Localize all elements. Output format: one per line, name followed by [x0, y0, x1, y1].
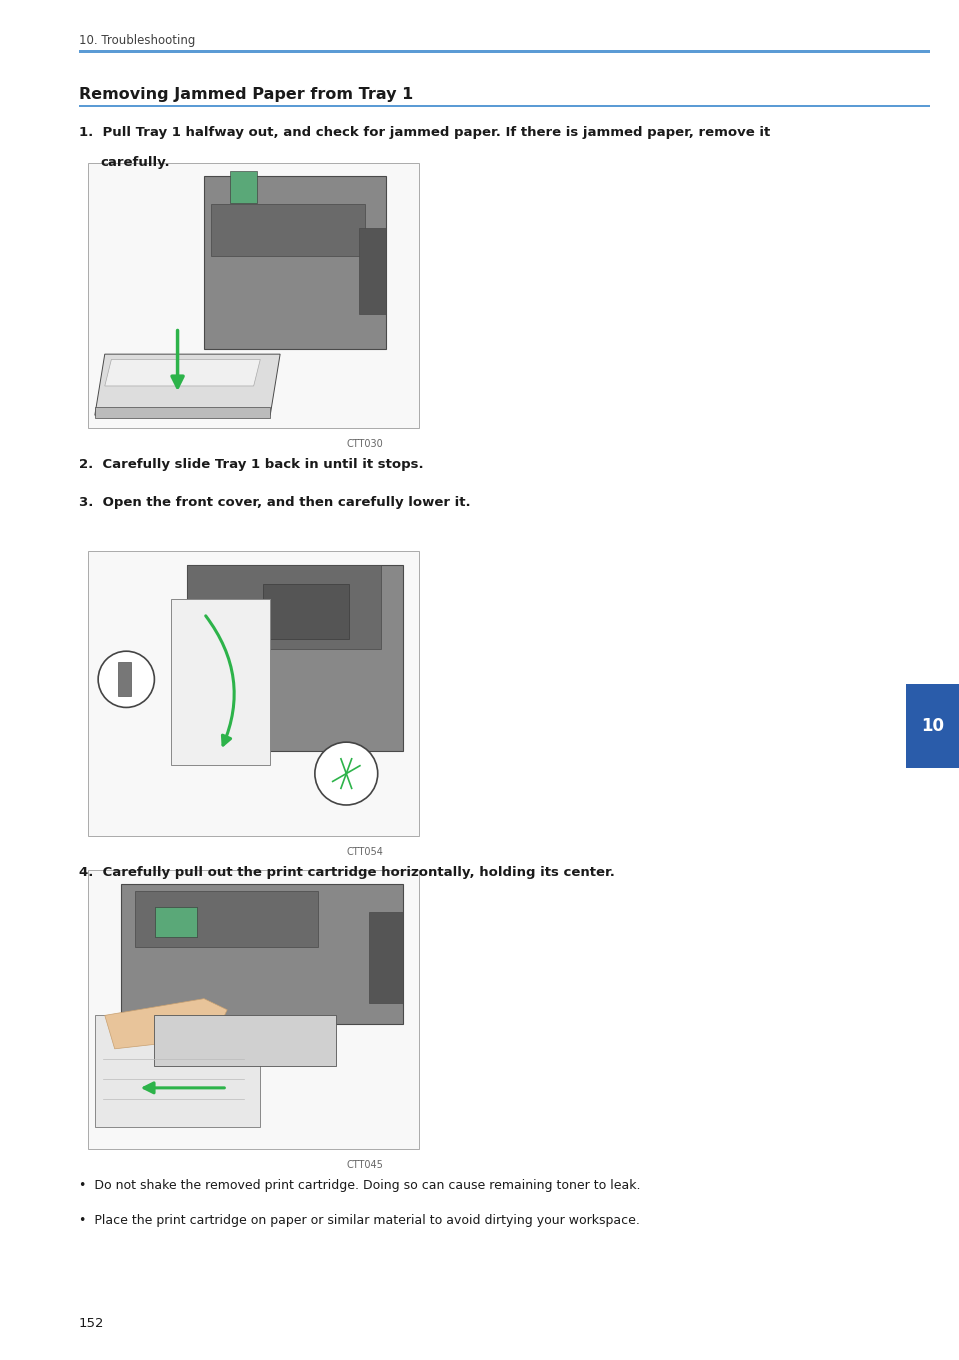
Text: CTT045: CTT045: [346, 1160, 384, 1170]
Text: 10. Troubleshooting: 10. Troubleshooting: [79, 34, 195, 48]
Bar: [906, 684, 959, 768]
Bar: [204, 177, 386, 348]
Text: 4.  Carefully pull out the print cartridge horizontally, holding its center.: 4. Carefully pull out the print cartridg…: [79, 866, 615, 880]
Bar: [263, 583, 349, 639]
Text: 1.  Pull Tray 1 halfway out, and check for jammed paper. If there is jammed pape: 1. Pull Tray 1 halfway out, and check fo…: [79, 126, 770, 140]
Bar: [171, 600, 270, 766]
Bar: [79, 50, 930, 53]
Bar: [79, 105, 930, 107]
Text: Removing Jammed Paper from Tray 1: Removing Jammed Paper from Tray 1: [79, 87, 413, 102]
Circle shape: [315, 743, 378, 805]
Bar: [88, 551, 419, 836]
Text: 3.  Open the front cover, and then carefully lower it.: 3. Open the front cover, and then carefu…: [79, 496, 470, 510]
Bar: [88, 870, 419, 1149]
Bar: [118, 662, 131, 696]
Text: •  Place the print cartridge on paper or similar material to avoid dirtying your: • Place the print cartridge on paper or …: [79, 1214, 640, 1228]
Bar: [95, 1016, 260, 1127]
Polygon shape: [105, 359, 260, 386]
Bar: [121, 884, 403, 1024]
Circle shape: [98, 651, 154, 707]
Bar: [88, 163, 419, 428]
Bar: [359, 228, 386, 314]
Bar: [188, 566, 381, 649]
Polygon shape: [95, 354, 280, 415]
Bar: [230, 171, 257, 203]
Bar: [369, 913, 403, 1002]
Polygon shape: [105, 998, 227, 1049]
Text: carefully.: carefully.: [101, 156, 171, 170]
Bar: [95, 407, 270, 418]
Text: 10: 10: [922, 717, 944, 736]
Bar: [135, 891, 318, 947]
Text: CTT054: CTT054: [346, 847, 384, 857]
Text: •  Do not shake the removed print cartridge. Doing so can cause remaining toner : • Do not shake the removed print cartrid…: [79, 1179, 641, 1193]
Bar: [155, 907, 198, 937]
Text: 152: 152: [79, 1316, 105, 1330]
Text: 2.  Carefully slide Tray 1 back in until it stops.: 2. Carefully slide Tray 1 back in until …: [79, 458, 423, 472]
Bar: [211, 204, 365, 256]
Bar: [188, 566, 403, 751]
Text: CTT030: CTT030: [346, 439, 383, 449]
Bar: [154, 1016, 337, 1066]
